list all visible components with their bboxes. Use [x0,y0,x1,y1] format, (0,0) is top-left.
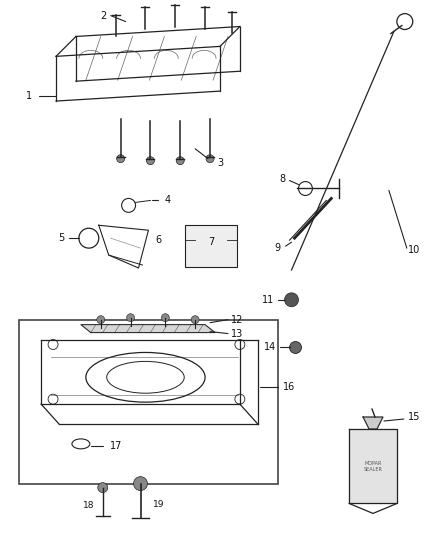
Polygon shape [81,325,215,333]
Circle shape [285,293,298,307]
Text: 3: 3 [217,158,223,168]
Text: 13: 13 [231,328,243,338]
Circle shape [176,157,184,165]
Bar [185,225,237,267]
Bar [19,320,278,483]
Text: 14: 14 [264,343,276,352]
Text: 8: 8 [279,174,286,183]
Text: MOPAR
SEALER: MOPAR SEALER [364,462,382,472]
Text: 18: 18 [83,501,95,510]
Text: 17: 17 [110,441,122,451]
Text: 6: 6 [155,235,162,245]
Text: 12: 12 [231,314,243,325]
Circle shape [134,477,148,490]
Text: 11: 11 [261,295,274,305]
Circle shape [97,316,105,324]
Circle shape [161,314,170,321]
Circle shape [117,155,124,163]
Text: 7: 7 [208,237,214,247]
Text: 5: 5 [58,233,64,243]
Polygon shape [349,429,397,504]
Circle shape [127,314,134,321]
Text: 4: 4 [164,196,170,205]
Text: 16: 16 [283,382,296,392]
Circle shape [146,157,155,165]
Text: 10: 10 [408,245,420,255]
Text: 15: 15 [408,412,420,422]
Circle shape [290,342,301,353]
Circle shape [206,155,214,163]
Text: 9: 9 [275,243,281,253]
Polygon shape [363,417,383,429]
Circle shape [98,482,108,492]
Text: 2: 2 [101,11,107,21]
Text: 19: 19 [152,500,164,509]
Text: 1: 1 [26,91,32,101]
Circle shape [191,316,199,324]
